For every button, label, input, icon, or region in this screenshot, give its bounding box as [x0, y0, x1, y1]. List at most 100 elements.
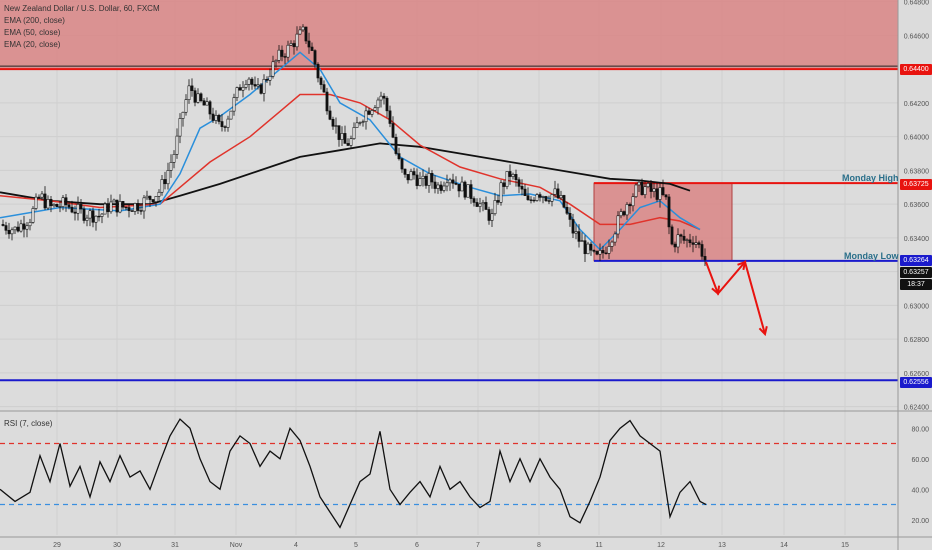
candle: [142, 194, 146, 219]
candle: [76, 196, 80, 221]
candle: [100, 213, 104, 224]
candle: [643, 181, 647, 199]
candle: [16, 221, 20, 233]
candle: [133, 202, 137, 215]
candle: [556, 183, 560, 200]
rsi-tick-label: 80.00: [911, 426, 929, 433]
candle: [520, 179, 524, 196]
candle: [205, 97, 209, 106]
candle: [352, 122, 356, 140]
candle: [502, 180, 506, 195]
candle: [649, 179, 653, 199]
candle: [55, 203, 59, 208]
candle: [550, 193, 554, 207]
candle: [538, 192, 542, 202]
candle: [427, 167, 431, 193]
candle: [271, 55, 275, 79]
candle: [364, 106, 368, 130]
candle: [184, 94, 188, 116]
time-tick-label: Nov: [230, 542, 243, 549]
price-tick-label: 0.63600: [904, 202, 929, 209]
candle: [163, 171, 167, 190]
candle: [697, 240, 701, 249]
time-tick-label: 12: [657, 542, 665, 549]
candle: [565, 201, 569, 215]
candle: [49, 195, 53, 213]
candle: [202, 98, 206, 106]
candle: [169, 154, 173, 178]
candle: [208, 100, 212, 120]
candle: [301, 24, 305, 32]
candle: [532, 197, 536, 203]
candle: [625, 202, 629, 220]
price-tick-label: 0.64000: [904, 135, 929, 142]
candle: [403, 168, 407, 178]
candle: [418, 172, 422, 187]
candle: [310, 42, 314, 52]
candle: [547, 195, 551, 205]
candle: [43, 186, 47, 211]
candle: [589, 241, 593, 256]
rsi-tick-label: 60.00: [911, 457, 929, 464]
candle: [160, 174, 164, 196]
candle: [601, 245, 605, 259]
candle: [178, 113, 182, 144]
candle: [634, 183, 638, 198]
candle: [598, 243, 602, 261]
candle: [223, 125, 227, 132]
candle: [379, 91, 383, 108]
candle: [34, 193, 38, 211]
candle: [187, 79, 191, 104]
indicator-ema20[interactable]: EMA (20, close): [4, 40, 61, 49]
projection-arrow: [705, 259, 766, 335]
chart-title: New Zealand Dollar / U.S. Dollar, 60, FX…: [4, 4, 160, 13]
indicator-ema200[interactable]: EMA (200, close): [4, 16, 65, 25]
candle: [217, 113, 221, 125]
candle: [505, 171, 509, 190]
candle: [328, 105, 332, 121]
time-tick-label: 13: [718, 542, 726, 549]
candle: [175, 128, 179, 159]
candle: [46, 195, 50, 211]
candle: [580, 232, 584, 242]
candle: [445, 174, 449, 192]
candle: [673, 241, 677, 253]
candle: [628, 202, 632, 214]
time-tick-label: 29: [53, 542, 61, 549]
candle: [451, 173, 455, 189]
candle: [151, 198, 155, 204]
countdown-timer: 18:37: [900, 279, 932, 290]
price-tick-label: 0.63800: [904, 168, 929, 175]
candle: [478, 197, 482, 213]
candle: [355, 116, 359, 128]
candle: [241, 81, 245, 98]
arrow-head-2: [737, 260, 747, 271]
candle: [256, 77, 260, 90]
rsi-indicator-label[interactable]: RSI (7, close): [4, 419, 53, 428]
candle: [454, 176, 458, 186]
indicator-ema50[interactable]: EMA (50, close): [4, 28, 61, 37]
candle: [559, 190, 563, 200]
candle: [475, 198, 479, 207]
time-tick-label: 11: [595, 542, 602, 549]
candle: [103, 201, 107, 215]
candle: [349, 135, 353, 148]
price-tick-label: 0.64600: [904, 33, 929, 40]
time-tick-label: 7: [476, 542, 480, 549]
candle: [316, 62, 320, 83]
candle: [115, 199, 119, 217]
candle: [481, 199, 485, 212]
candle: [484, 196, 488, 210]
candle: [667, 194, 671, 235]
candle: [313, 49, 317, 69]
candle: [4, 221, 8, 235]
price-tag-monday-high: 0.63725: [900, 179, 932, 190]
candle: [424, 173, 428, 189]
candle: [286, 40, 290, 62]
candle: [199, 92, 203, 103]
candle: [421, 169, 425, 187]
price-tag-support: 0.62556: [900, 377, 932, 388]
candle: [277, 45, 281, 64]
price-tick-label: 0.64800: [904, 0, 929, 7]
